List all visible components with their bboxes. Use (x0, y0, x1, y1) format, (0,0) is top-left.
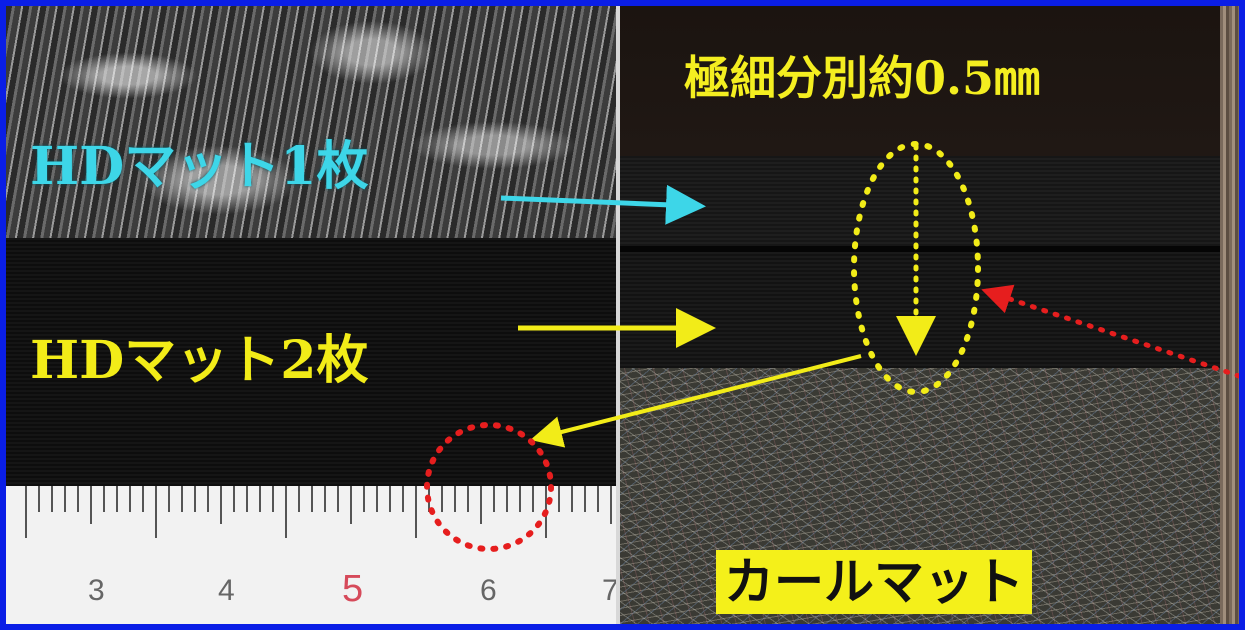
hd-mat-single-layer (6, 6, 616, 238)
ruler-number-5: 5 (342, 568, 364, 610)
photo-divider (616, 6, 620, 624)
ruler-number-6: 6 (480, 574, 497, 607)
hd-mat-1-label: HDマット1枚 (30, 136, 369, 197)
hd-mat-lower-layer (620, 252, 1220, 372)
background-dark (620, 6, 1220, 156)
curl-mat-label: カールマット (716, 550, 1032, 614)
ruler: 3 4 5 6 7 (6, 486, 616, 624)
ruler-number-4: 4 (218, 574, 235, 607)
hd-mat-upper-layer (620, 156, 1220, 246)
hd-mat-2-label: HDマット2枚 (30, 330, 369, 391)
ruler-number-3: 3 (88, 574, 105, 607)
left-photo: 3 4 5 6 7 (6, 6, 616, 624)
fine-separation-label: 極細分別約0.5㎜ (684, 51, 1041, 105)
hd-mat-double-layer (6, 238, 616, 486)
ruler-ticks (25, 486, 612, 538)
ruler-number-7: 7 (602, 574, 616, 608)
right-edge-strip (1220, 6, 1239, 624)
